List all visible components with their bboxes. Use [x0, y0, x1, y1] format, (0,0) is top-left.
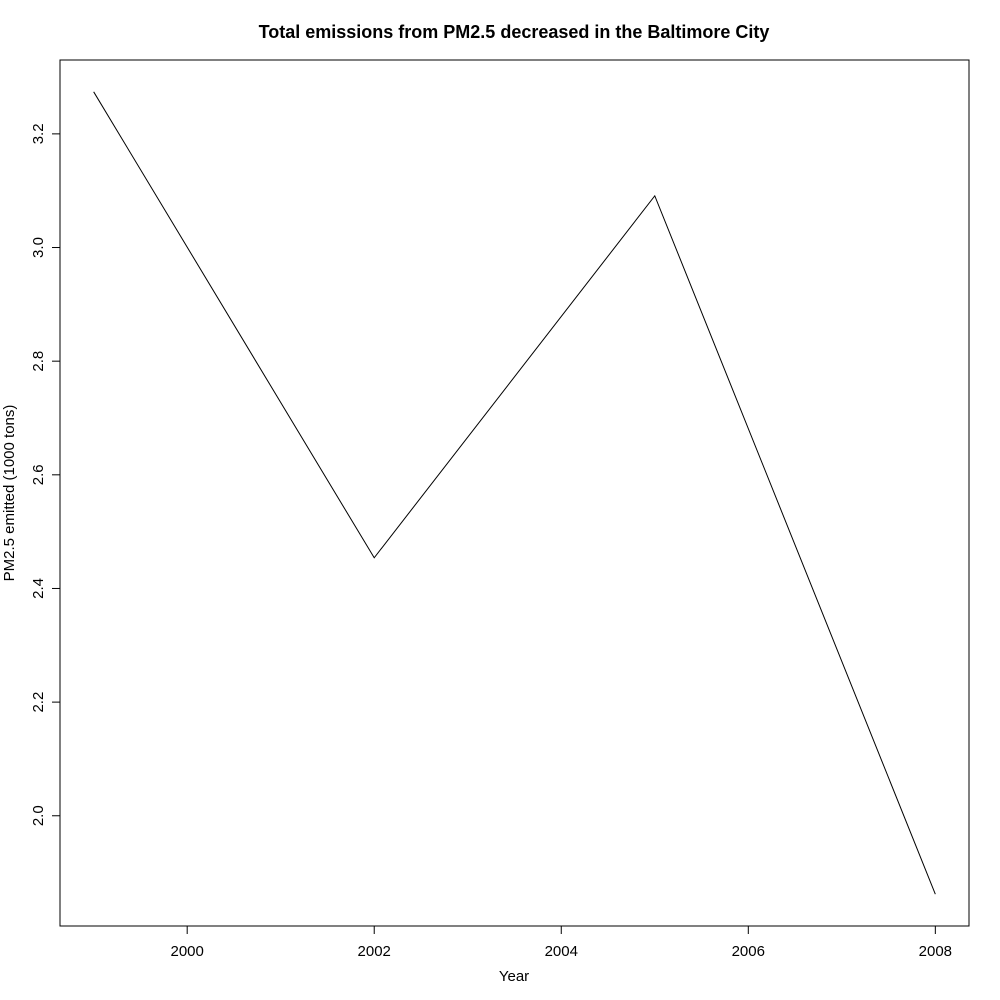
x-axis-label: Year	[499, 968, 529, 985]
x-tick-label: 2002	[358, 943, 391, 960]
x-axis: 2000 2002 2004 2006 2008	[170, 926, 952, 960]
y-tick-label: 2.4	[30, 578, 47, 599]
chart-title: Total emissions from PM2.5 decreased in …	[259, 22, 770, 42]
y-tick-label: 3.0	[30, 237, 47, 258]
plot-frame	[59, 59, 970, 927]
y-axis-label: PM2.5 emitted (1000 tons)	[1, 405, 18, 582]
x-tick-label: 2008	[919, 943, 952, 960]
y-tick-label: 2.8	[30, 351, 47, 372]
x-tick-label: 2000	[170, 943, 203, 960]
y-tick-label: 2.0	[30, 805, 47, 826]
y-tick-label: 3.2	[30, 123, 47, 144]
y-tick-label: 2.2	[30, 692, 47, 713]
y-axis: 2.0 2.2 2.4 2.6 2.8 3.0 3.2	[30, 123, 60, 826]
series-line	[93, 91, 936, 895]
y-tick-label: 2.6	[30, 464, 47, 485]
x-tick-label: 2004	[545, 943, 578, 960]
x-tick-label: 2006	[732, 943, 765, 960]
